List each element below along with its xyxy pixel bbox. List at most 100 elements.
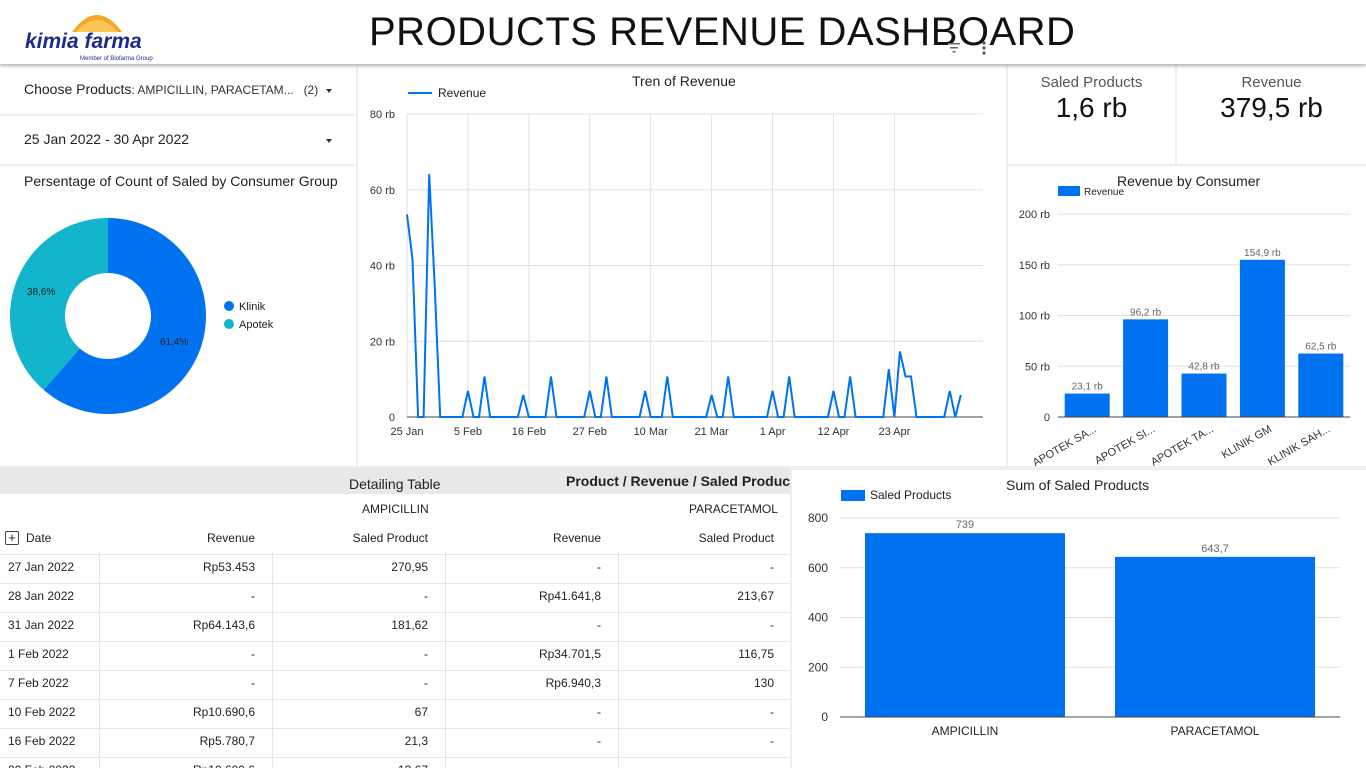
- table-cell: -: [770, 705, 774, 719]
- legend-label-klinik: Klinik: [239, 301, 266, 313]
- table-cell: -: [251, 589, 255, 603]
- donut-label-klinik: 61,4%: [160, 337, 188, 348]
- table-cell: Rp34.701,5: [538, 647, 601, 661]
- table-cell: -: [251, 676, 255, 690]
- dashboard-header: kimia farma Member of Biofarma Group PRO…: [0, 0, 1366, 64]
- table-column-divider: [99, 552, 100, 768]
- saled-bar[interactable]: [1115, 556, 1315, 717]
- table-cell: -: [424, 647, 428, 661]
- legend-marker-klinik: [224, 301, 234, 311]
- expand-icon[interactable]: +: [5, 531, 19, 545]
- consumer-bar-label: 62,5 rb: [1305, 342, 1337, 353]
- table-row-divider: [0, 554, 790, 555]
- trend-series-revenue[interactable]: [406, 174, 962, 418]
- trend-y-tick: 80 rb: [370, 109, 395, 121]
- kpi-saled-label: Saled Products: [1040, 74, 1143, 91]
- consumer-chart-panel: Revenue by Consumer Revenue 0 50 rb 100 rb…: [1008, 166, 1366, 466]
- consumer-bar[interactable]: [1181, 373, 1227, 417]
- trend-x-tick: 1 Apr: [760, 426, 786, 438]
- table-row-divider: [0, 670, 790, 671]
- saled-bar-chart: Saled Products 0 200 400 600 800 739 AMPICILLI…: [808, 488, 1340, 738]
- table-cell: 213,67: [737, 589, 774, 603]
- kpi-revenue: Revenue 379,5 rb: [1177, 66, 1366, 164]
- consumer-bar-label: 96,2 rb: [1130, 307, 1162, 318]
- logo-sun: [72, 15, 122, 32]
- table-cell: -: [251, 647, 255, 661]
- kpi-saled-value: 1,6 rb: [1055, 92, 1128, 123]
- consumer-y-tick: 50 rb: [1025, 361, 1050, 373]
- consumer-bar[interactable]: [1064, 393, 1110, 417]
- logo-text: kimia farma: [25, 30, 142, 53]
- saled-y-tick: 200: [808, 660, 828, 674]
- saled-bar[interactable]: [865, 533, 1065, 717]
- table-row-divider: [0, 583, 790, 584]
- table-cell: Rp5.780,7: [199, 734, 255, 748]
- table-cell-date: 31 Jan 2022: [8, 618, 75, 632]
- saled-chart-title: Sum of Saled Products: [1006, 477, 1150, 493]
- table-cell: Rp53.453: [202, 560, 255, 574]
- logo-subtext: Member of Biofarma Group: [80, 56, 153, 62]
- column-header-date[interactable]: Date: [26, 531, 52, 545]
- product-selector[interactable]: Choose Products: AMPICILLIN, PARACETAM..…: [0, 66, 356, 114]
- table-cell: -: [597, 705, 601, 719]
- table-cell: -: [424, 676, 428, 690]
- saled-y-tick: 400: [808, 611, 828, 625]
- table-subtitle: Product / Revenue / Saled Product: [566, 473, 790, 489]
- consumer-bar-label: 42,8 rb: [1188, 362, 1220, 373]
- kimia-farma-logo: kimia farma Member of Biofarma Group: [25, 15, 153, 62]
- table-row-divider: [0, 641, 790, 642]
- group-header-ampicillin: AMPICILLIN: [362, 502, 429, 516]
- saled-legend-swatch: [841, 490, 865, 501]
- column-header-ampicillin-saled[interactable]: Saled Product: [352, 531, 428, 545]
- consumer-x-tick: APOTEK SI...: [1093, 423, 1157, 466]
- table-cell: -: [770, 618, 774, 632]
- column-header-paracetamol-revenue[interactable]: Revenue: [552, 531, 601, 545]
- donut-label-apotek: 38,6%: [27, 287, 55, 298]
- more-vert-icon[interactable]: [976, 40, 992, 56]
- saled-x-tick: PARACETAMOL: [1171, 724, 1260, 738]
- table-row-divider: [0, 728, 790, 729]
- donut-chart-panel: Persentage of Count of Saled by Consumer…: [0, 166, 356, 466]
- trend-chart-panel: Tren of Revenue Revenue 0 20 rb 40 rb 60 rb…: [358, 66, 1006, 466]
- table-cell-date: 1 Feb 2022: [8, 647, 69, 661]
- consumer-bar[interactable]: [1298, 353, 1344, 417]
- product-selector-value: : AMPICILLIN, PARACETAM...: [131, 83, 294, 97]
- table-row-divider: [0, 612, 790, 613]
- table-cell: 130: [753, 676, 774, 690]
- consumer-bar[interactable]: [1123, 319, 1169, 417]
- page-title: PRODUCTS REVENUE DASHBOARD: [369, 10, 1076, 54]
- column-header-ampicillin-revenue[interactable]: Revenue: [206, 531, 255, 545]
- consumer-bar-chart: Revenue 0 50 rb 100 rb 150 rb 200 rb 23,1 rb A…: [1019, 186, 1350, 466]
- table-cell: -: [597, 734, 601, 748]
- trend-legend-label: Revenue: [438, 86, 486, 100]
- table-title-bar: [0, 468, 790, 494]
- table-row-divider: [0, 757, 790, 758]
- chevron-down-icon: [326, 139, 332, 143]
- trend-y-tick: 0: [389, 412, 395, 424]
- consumer-bar[interactable]: [1239, 259, 1285, 417]
- consumer-y-tick: 0: [1044, 412, 1050, 424]
- saled-y-tick: 0: [821, 710, 828, 724]
- table-cell: Rp10.690,6: [192, 705, 255, 719]
- table-row-divider: [0, 699, 790, 700]
- saled-chart-panel: Sum of Saled Products Saled Products 0 20…: [792, 470, 1366, 768]
- product-selector-label: Choose Products: [24, 81, 132, 97]
- column-header-paracetamol-saled[interactable]: Saled Product: [698, 531, 774, 545]
- trend-y-tick: 40 rb: [370, 261, 395, 273]
- table-cell: -: [770, 734, 774, 748]
- table-cell: 13,67: [274, 763, 428, 768]
- trend-x-tick: 5 Feb: [454, 426, 482, 438]
- donut-slice-klinik[interactable]: [43, 218, 206, 414]
- table-title: Detailing Table: [349, 476, 441, 492]
- filter-icon[interactable]: [946, 40, 962, 56]
- date-range-selector[interactable]: 25 Jan 2022 - 30 Apr 2022: [0, 116, 356, 164]
- trend-chart: Revenue 0 20 rb 40 rb 60 rb 80 rb 25 Jan 5 Feb…: [370, 86, 983, 438]
- table-cell: Rp64.143,6: [192, 618, 255, 632]
- saled-legend-label: Saled Products: [870, 488, 951, 502]
- donut-slice-apotek[interactable]: [9, 218, 108, 390]
- consumer-legend-label: Revenue: [1084, 187, 1124, 198]
- consumer-bar-label: 154,9 rb: [1244, 248, 1281, 259]
- table-cell: -: [620, 763, 774, 768]
- detail-table-panel: Detailing Table Product / Revenue / Sale…: [0, 468, 790, 768]
- consumer-x-tick: KLINIK GM: [1220, 423, 1274, 461]
